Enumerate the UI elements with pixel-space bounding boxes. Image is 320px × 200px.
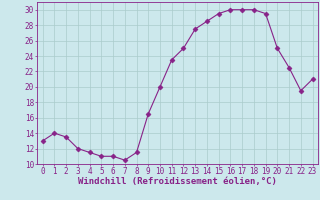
X-axis label: Windchill (Refroidissement éolien,°C): Windchill (Refroidissement éolien,°C) — [78, 177, 277, 186]
